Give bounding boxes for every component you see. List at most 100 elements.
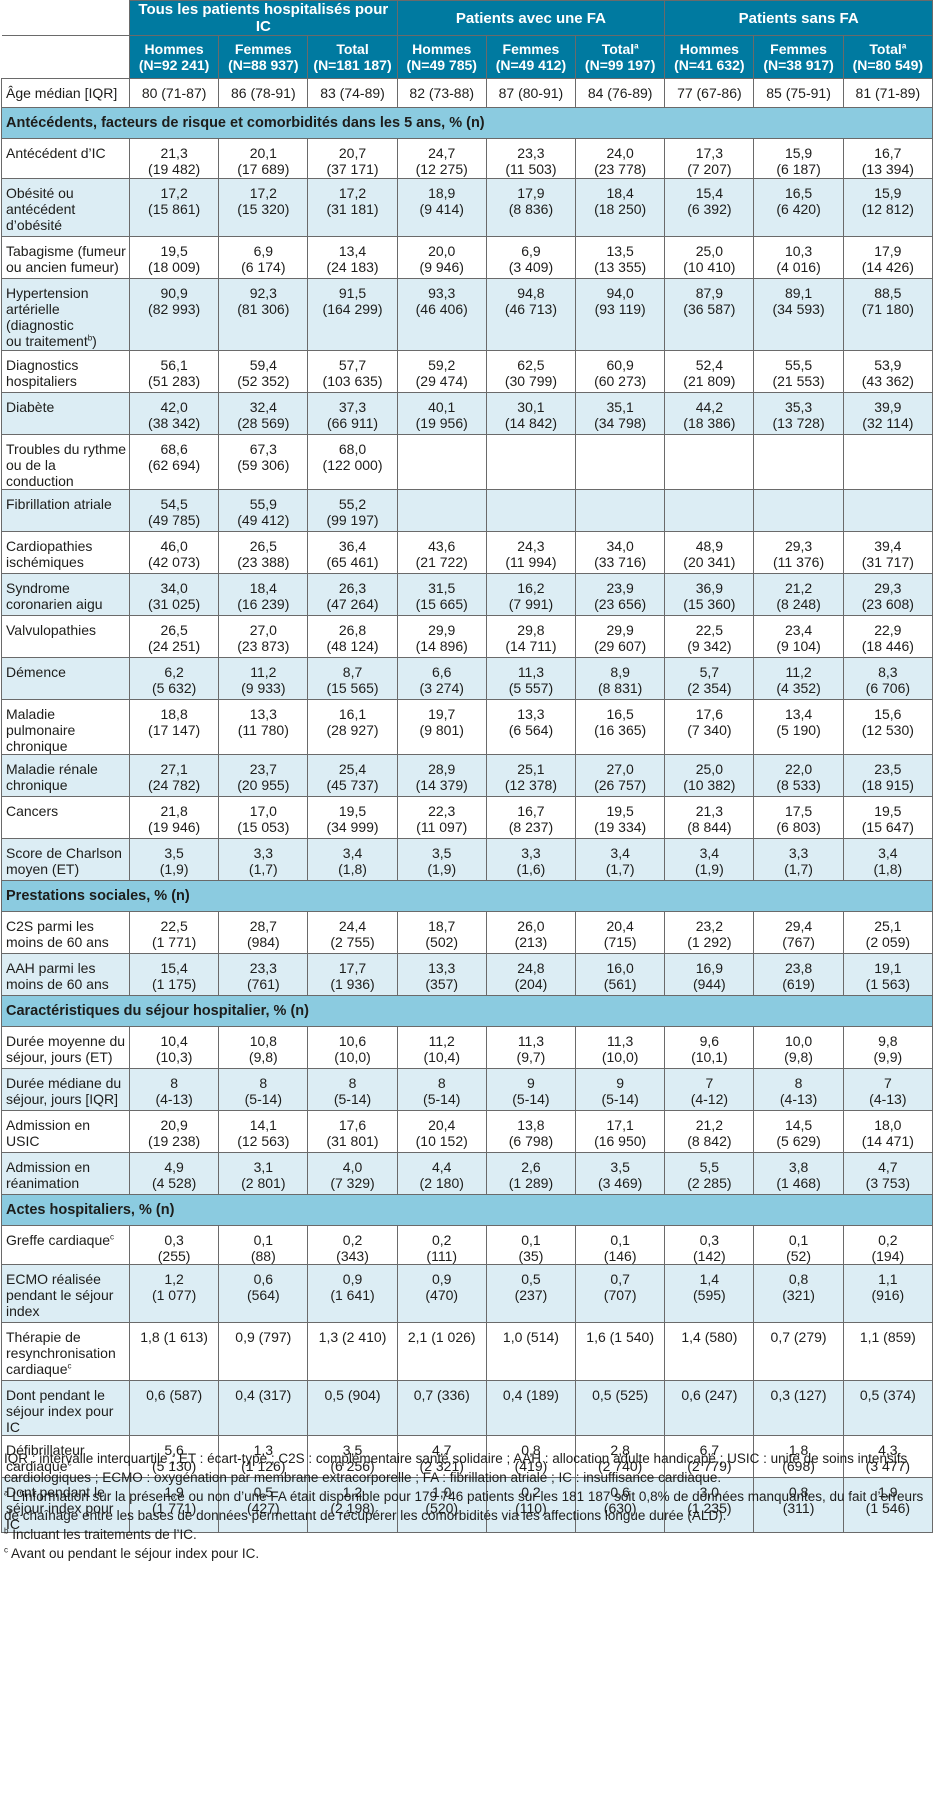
cell-count: (4-12) <box>690 1091 729 1107</box>
data-cell: 0,8 (321) <box>753 1264 844 1323</box>
cell-count: (99 197) <box>326 512 379 528</box>
cell-value: 17,1 <box>606 1117 634 1133</box>
data-cell: 8,7 (15 565) <box>307 657 398 700</box>
cell-count: (311) <box>782 1500 815 1516</box>
data-cell: 3,4 (1,8) <box>842 838 934 881</box>
cell-value: 0,2 <box>431 1232 452 1248</box>
row-label: Durée médiane du séjour, jours [IQR] <box>0 1068 131 1111</box>
data-cell: 0,5 (374) <box>842 1380 934 1436</box>
cell-value: 91,5 <box>338 285 367 301</box>
cell-count: (10,4) <box>423 1049 461 1065</box>
data-cell: 19,7 (9 801) <box>396 699 487 755</box>
cell-count: (1 771) <box>151 1500 197 1516</box>
data-cell: 18,0 (14 471) <box>842 1110 934 1153</box>
data-cell <box>664 434 755 490</box>
cell-value: 35,3 <box>784 399 813 415</box>
cell-value: 23,3 <box>517 145 545 161</box>
cell-value: 3,4 <box>610 845 630 861</box>
cell-value: 22,5 <box>695 622 723 638</box>
column-header-row: Hommes (N=92 241) Femmes (N=88 937) Total (N=… <box>1 35 934 79</box>
data-cell: 23,3 (11 503) <box>485 138 577 179</box>
cell-value: 22,9 <box>874 622 902 638</box>
cell-count: (1 641) <box>330 1287 375 1303</box>
cell-value: 0,4 (317) <box>235 1387 292 1403</box>
group-header-without-fa: Patients sans FA <box>664 0 933 36</box>
data-cell: 22,3 (11 097) <box>396 796 487 839</box>
data-cell: 17,2 (15 320) <box>218 178 309 237</box>
cell-count: (15 320) <box>237 201 290 217</box>
column-count: (N=38 917) <box>763 57 834 73</box>
data-cell: 3,3 (1,7) <box>753 838 844 881</box>
cell-count: (10,0) <box>334 1049 371 1065</box>
row-label-line: Score de Charlson <box>6 845 122 861</box>
cell-count: (12 530) <box>861 722 914 738</box>
row-label-line: index <box>6 1303 40 1319</box>
cell-count: (4 016) <box>776 259 821 275</box>
cell-value: 8,7 <box>342 664 363 680</box>
cell-value: 5,5 <box>699 1159 720 1175</box>
data-cell: 59,2 (29 474) <box>396 350 487 393</box>
data-cell <box>575 434 666 490</box>
cell-count: (46 713) <box>504 301 557 317</box>
table-row: Diabète 42,0 (38 342) 32,4 (28 569) 37,3 (66 9… <box>0 392 934 435</box>
cell-value: 3,3 <box>521 845 541 861</box>
cell-value: 21,2 <box>695 1117 723 1133</box>
data-cell: 17,2 (15 861) <box>129 178 220 237</box>
cell-value: 0,5 <box>253 1484 274 1500</box>
cell-count: (31 717) <box>861 554 914 570</box>
median-age-cell: 82 (73-88) <box>396 78 487 108</box>
cell-value: 1,2 <box>342 1484 363 1500</box>
data-cell: 34,0 (33 716) <box>575 531 666 574</box>
cell-count: (343) <box>336 1248 369 1264</box>
cell-value: 10,0 <box>784 1033 813 1049</box>
cell-count: (8 836) <box>508 201 554 217</box>
row-label: ECMO réalisée pendant le séjour index <box>0 1264 131 1323</box>
column-header: Femmes (N=49 412) <box>485 35 577 79</box>
cell-value: 27,1 <box>160 761 188 777</box>
cell-value: 17,0 <box>249 803 277 819</box>
cell-count: (8 831) <box>597 680 643 696</box>
cell-value: 43,6 <box>428 538 456 554</box>
cell-value: 1,2 <box>164 1271 184 1287</box>
data-cell: 93,3 (46 406) <box>396 278 487 351</box>
data-cell: 1,2 (1 077) <box>129 1264 220 1323</box>
cell-count: (1 126) <box>241 1458 286 1474</box>
cell-count: (14 379) <box>415 777 468 793</box>
cell-value: 3,1 <box>253 1159 274 1175</box>
data-cell: 42,0 (38 342) <box>129 392 220 435</box>
cell-count: (49 412) <box>237 512 290 528</box>
cell-count: (2 354) <box>687 680 732 696</box>
data-cell: 3,4 (1,9) <box>664 838 755 881</box>
cell-count: (7 207) <box>687 161 732 177</box>
cell-count: (8 844) <box>687 819 732 835</box>
cell-value: 3,0 <box>699 1484 720 1500</box>
data-cell: 94,8 (46 713) <box>485 278 577 351</box>
cell-value: 15,4 <box>695 185 723 201</box>
row-label: Greffe cardiaquec <box>0 1225 131 1265</box>
median-age-cell: 81 (71-89) <box>842 78 934 108</box>
column-header: Hommes (N=49 785) <box>396 35 487 79</box>
median-age-cell: 77 (67-86) <box>664 78 755 108</box>
cell-value: 0,3 <box>699 1232 720 1248</box>
data-cell: 16,5 (6 420) <box>753 178 844 237</box>
cell-count: (1,7) <box>248 861 278 877</box>
cell-count: (17 689) <box>237 161 290 177</box>
data-cell: 3,3 (1,6) <box>485 838 577 881</box>
cell-count: (6 798) <box>508 1133 554 1149</box>
cell-count: (62 694) <box>148 457 201 473</box>
footnote-mark: c <box>110 1232 115 1242</box>
cell-value: 20,4 <box>428 1117 456 1133</box>
cell-value: 3,4 <box>878 845 898 861</box>
data-cell: 1,1 (859) <box>842 1322 934 1381</box>
cell-count: (2 321) <box>419 1458 464 1474</box>
cell-count: (7 340) <box>687 722 732 738</box>
cell-count: (2 059) <box>865 934 911 950</box>
cell-count: (59 306) <box>237 457 290 473</box>
cell-count: (16 365) <box>594 722 647 738</box>
table-row: Durée médiane du séjour, jours [IQR] 8 (4-1… <box>0 1068 934 1111</box>
data-cell: 4,0 (7 329) <box>307 1152 398 1195</box>
data-cell: 16,5 (16 365) <box>575 699 666 755</box>
cell-value: 11,2 <box>785 664 812 680</box>
row-label-line: moins de 60 ans <box>6 976 109 992</box>
cell-count: (66 911) <box>326 415 379 431</box>
